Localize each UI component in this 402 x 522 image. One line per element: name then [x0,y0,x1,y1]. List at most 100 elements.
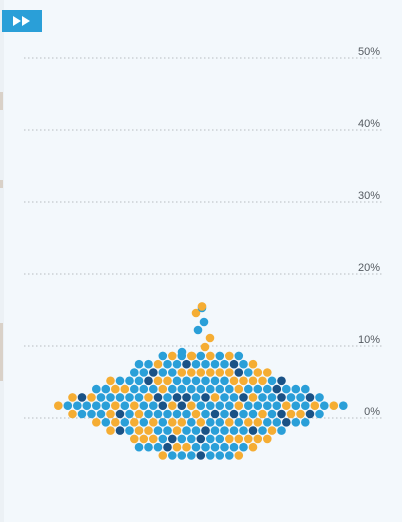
data-point[interactable] [115,426,125,435]
data-point[interactable] [267,409,277,419]
data-point[interactable] [234,418,244,427]
data-point[interactable] [134,442,144,452]
data-point[interactable] [106,393,115,402]
data-point[interactable] [253,384,263,394]
data-point[interactable] [191,442,201,452]
data-point[interactable] [196,434,206,444]
data-point[interactable] [191,376,201,386]
data-point[interactable] [320,401,329,411]
data-point[interactable] [282,384,291,394]
data-point[interactable] [158,451,168,460]
data-point[interactable] [163,442,172,452]
data-point[interactable] [177,418,187,427]
data-point[interactable] [163,426,172,435]
data-point[interactable] [210,359,220,369]
data-point[interactable] [210,393,220,402]
data-point[interactable] [244,401,253,411]
data-point[interactable] [234,401,244,411]
data-point[interactable] [220,409,229,419]
data-point[interactable] [225,401,234,411]
data-point[interactable] [210,376,220,386]
data-point[interactable] [77,393,87,402]
data-point[interactable] [168,368,177,377]
data-point[interactable] [182,393,191,402]
data-point[interactable] [158,384,168,394]
data-point[interactable] [139,401,149,411]
data-point[interactable] [239,376,248,386]
data-point[interactable] [225,451,234,460]
data-point[interactable] [106,426,115,435]
data-point[interactable] [210,409,220,419]
data-point[interactable] [168,434,177,444]
data-point[interactable] [248,442,258,452]
data-point[interactable] [68,409,77,419]
data-point[interactable] [248,426,258,435]
data-point[interactable] [139,368,149,377]
data-point[interactable] [149,368,158,377]
data-point[interactable] [253,434,263,444]
data-point[interactable] [196,418,206,427]
data-point[interactable] [130,434,139,444]
data-point[interactable] [263,418,272,427]
data-point[interactable] [229,442,239,452]
data-point[interactable] [193,325,203,335]
data-point[interactable] [296,409,305,419]
data-point[interactable] [144,409,153,419]
data-point[interactable] [277,393,286,402]
data-point[interactable] [182,409,191,419]
data-point[interactable] [130,384,139,394]
data-point[interactable] [215,451,225,460]
data-point[interactable] [177,347,187,357]
data-point[interactable] [172,442,182,452]
data-point[interactable] [310,401,320,411]
data-point[interactable] [168,451,177,460]
data-point[interactable] [134,409,144,419]
data-point[interactable] [163,359,172,369]
data-point[interactable] [191,359,201,369]
data-point[interactable] [272,384,282,394]
data-point[interactable] [258,409,267,419]
data-point[interactable] [234,451,244,460]
data-point[interactable] [200,342,210,352]
data-point[interactable] [130,368,139,377]
data-point[interactable] [101,384,111,394]
data-point[interactable] [282,401,291,411]
data-point[interactable] [77,409,87,419]
data-point[interactable] [220,442,229,452]
data-point[interactable] [258,393,267,402]
data-point[interactable] [220,376,229,386]
data-point[interactable] [201,376,210,386]
data-point[interactable] [115,376,125,386]
data-point[interactable] [187,418,196,427]
data-point[interactable] [111,384,120,394]
data-point[interactable] [101,418,111,427]
data-point[interactable] [239,359,248,369]
data-point[interactable] [187,351,197,361]
data-point[interactable] [182,376,191,386]
data-point[interactable] [172,376,182,386]
data-point[interactable] [229,376,239,386]
data-point[interactable] [82,401,92,411]
data-point[interactable] [144,359,153,369]
data-point[interactable] [177,451,187,460]
data-point[interactable] [197,302,207,311]
data-point[interactable] [153,376,163,386]
data-point[interactable] [120,418,130,427]
data-point[interactable] [263,401,272,411]
data-point[interactable] [172,393,182,402]
data-point[interactable] [215,351,225,361]
data-point[interactable] [305,393,315,402]
data-point[interactable] [199,317,209,327]
data-point[interactable] [315,409,324,419]
data-point[interactable] [215,418,225,427]
data-point[interactable] [149,384,158,394]
data-point[interactable] [267,393,277,402]
data-point[interactable] [196,401,206,411]
data-point[interactable] [134,393,144,402]
data-point[interactable] [144,376,153,386]
data-point[interactable] [187,401,196,411]
data-point[interactable] [149,434,158,444]
data-point[interactable] [225,351,234,361]
data-point[interactable] [196,351,206,361]
data-point[interactable] [134,359,144,369]
